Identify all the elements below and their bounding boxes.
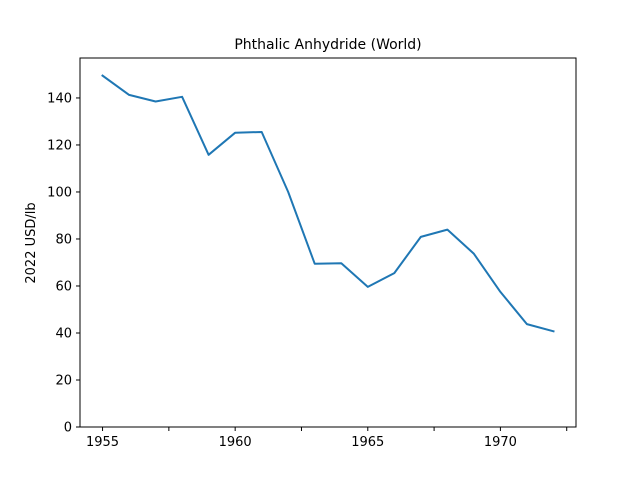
chart-title: Phthalic Anhydride (World) [234, 37, 421, 53]
y-tick-label: 80 [55, 232, 72, 247]
y-tick-label: 40 [55, 326, 72, 341]
x-tick-label: 1970 [484, 435, 517, 450]
y-tick-label: 60 [55, 279, 72, 294]
y-tick-label: 120 [47, 138, 72, 153]
series-line [101, 74, 555, 333]
plot-area-frame [79, 57, 577, 428]
y-axis-ticks: 0 20 40 60 80 100 120 140 [47, 91, 80, 436]
x-tick-label: 1955 [86, 435, 119, 450]
x-tick-label: 1960 [219, 435, 252, 450]
x-tick-label: 1965 [351, 435, 384, 450]
x-axis-ticks: 1955 1960 1965 1970 [86, 427, 568, 450]
y-tick-label: 140 [47, 91, 72, 106]
y-tick-label: 20 [55, 373, 72, 388]
y-axis-label: 2022 USD/lb [24, 202, 39, 283]
y-tick-label: 0 [64, 421, 72, 436]
y-tick-label: 100 [47, 185, 72, 200]
